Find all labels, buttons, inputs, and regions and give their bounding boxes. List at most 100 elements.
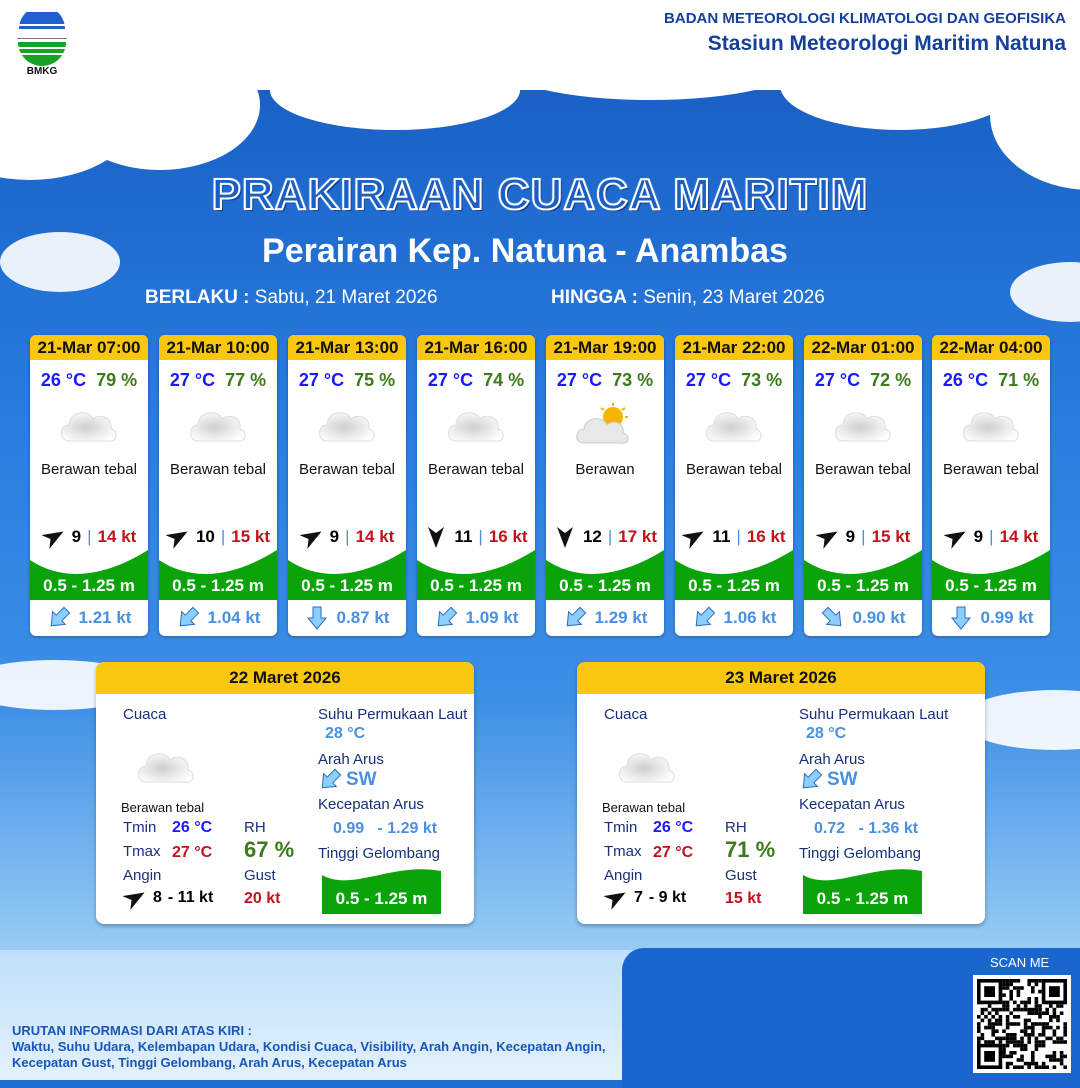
current-speed: 1.21 kt: [78, 608, 132, 627]
forecast-time: 21-Mar 13:00: [288, 335, 406, 360]
forecast-card: 21-Mar 16:00 27 °C 74 % Berawan tebal 11…: [417, 335, 535, 636]
temperature: 26 °C: [40, 370, 87, 390]
gust-speed: 14 kt: [999, 527, 1039, 546]
cloudy-icon: [138, 753, 194, 783]
weather-condition: Berawan tebal: [41, 461, 137, 478]
wave-height: 0.5 - 1.25 m: [804, 550, 922, 600]
current-direction-icon: [566, 606, 586, 627]
label-tinggi-gelombang: Tinggi Gelombang: [318, 845, 441, 862]
qr-code[interactable]: [973, 975, 1071, 1073]
wind-direction-icon: [428, 527, 445, 548]
temperature: 27 °C: [814, 370, 861, 390]
weather-condition: Berawan tebal: [815, 461, 911, 478]
wind-speed: 10: [195, 527, 215, 546]
label-gust: Gust: [725, 867, 757, 884]
daily-rh: 71 %: [725, 837, 776, 862]
forecast-time: 21-Mar 22:00: [675, 335, 793, 360]
wave-height: 0.5 - 1.25 m: [288, 550, 406, 600]
current-direction-icon: [821, 606, 841, 627]
tmin: 26 °C: [653, 819, 694, 836]
current-speed: 0.99 kt: [980, 608, 1034, 627]
label-tmin: Tmin: [604, 819, 638, 836]
humidity: 75 %: [354, 370, 396, 390]
label-sst: Suhu Permukaan Laut: [799, 706, 949, 723]
station-name: Stasiun Meteorologi Maritim Natuna: [707, 32, 1066, 55]
gust-speed: 14 kt: [355, 527, 395, 546]
current-direction: SW: [799, 768, 858, 792]
wind-speed: 9: [845, 527, 856, 546]
daily-wave-height: 0.5 - 1.25 m: [803, 867, 922, 914]
wind-speed: 9: [71, 527, 82, 546]
current-direction-icon: [695, 606, 715, 627]
forecast-time: 21-Mar 19:00: [546, 335, 664, 360]
humidity: 79 %: [96, 370, 138, 390]
daily-weather: Berawan tebal: [121, 800, 205, 815]
cloudy-icon: [190, 412, 246, 442]
label-angin: Angin: [604, 867, 643, 884]
forecast-time: 22-Mar 04:00: [932, 335, 1050, 360]
forecast-card: 21-Mar 07:00 26 °C 79 % Berawan tebal 9 |…: [30, 335, 148, 636]
daily-rh: 67 %: [244, 837, 295, 862]
gust-speed: 16 kt: [488, 527, 528, 546]
temperature: 27 °C: [298, 370, 345, 390]
valid-to: HINGGA : Senin, 23 Maret 2026: [551, 287, 825, 308]
cloudy-icon: [835, 412, 891, 442]
temperature: 27 °C: [427, 370, 474, 390]
wave-height: 0.5 - 1.25 m: [417, 550, 535, 600]
page-subtitle: Perairan Kep. Natuna - Anambas: [262, 232, 788, 270]
daily-weather: Berawan tebal: [602, 800, 686, 815]
weather-condition: Berawan tebal: [943, 461, 1039, 478]
weather-condition: Berawan tebal: [428, 461, 524, 478]
daily-summary-card: 23 Maret 2026 Cuaca Berawan tebal Tmin 2…: [577, 662, 985, 924]
weather-condition: Berawan tebal: [686, 461, 782, 478]
scan-label: SCAN ME: [990, 955, 1050, 970]
label-rh: RH: [725, 819, 747, 836]
current-direction-icon: [321, 768, 342, 789]
current-speed: 0.90 kt: [852, 608, 906, 627]
wind-direction-icon: [682, 531, 704, 549]
wind-direction-icon: [165, 531, 188, 549]
cloudy-icon: [963, 412, 1019, 442]
wind-speed: 9: [973, 527, 984, 546]
forecast-time: 21-Mar 10:00: [159, 335, 277, 360]
cloudy-icon: [319, 412, 375, 442]
weather-condition: Berawan: [575, 461, 635, 478]
wind-direction-icon: [604, 892, 626, 910]
sst: 28 °C: [325, 725, 366, 742]
forecast-card: 21-Mar 13:00 27 °C 75 % Berawan tebal 9 |…: [288, 335, 406, 636]
svg-text:BMKG: BMKG: [27, 66, 58, 76]
temperature: 27 °C: [685, 370, 732, 390]
gust-speed: 15 kt: [871, 527, 911, 546]
current-speed: 1.04 kt: [207, 608, 261, 627]
label-kecepatan-arus: Kecepatan Arus: [318, 796, 424, 813]
humidity: 73 %: [741, 370, 783, 390]
label-tmax: Tmax: [123, 843, 161, 860]
temperature: 27 °C: [556, 370, 603, 390]
label-tmax: Tmax: [604, 843, 642, 860]
bmkg-logo: BMKG: [17, 12, 67, 76]
current-speed-range: 0.99 - 1.29 kt: [333, 820, 438, 837]
forecast-time: 22-Mar 01:00: [804, 335, 922, 360]
current-speed: 0.87 kt: [336, 608, 390, 627]
label-cuaca: Cuaca: [123, 706, 167, 723]
temperature: 26 °C: [942, 370, 989, 390]
daily-gust: 15 kt: [725, 890, 762, 907]
label-rh: RH: [244, 819, 266, 836]
daily-wave-height: 0.5 - 1.25 m: [322, 867, 441, 914]
wave-height: 0.5 - 1.25 m: [675, 550, 793, 600]
wind-speed: 9: [329, 527, 340, 546]
wind-direction-icon: [299, 531, 322, 549]
daily-summary-card: 22 Maret 2026 Cuaca Berawan tebal Tmin 2…: [96, 662, 474, 924]
forecast-time: 21-Mar 07:00: [30, 335, 148, 360]
current-direction-icon: [50, 606, 70, 627]
tmin: 26 °C: [172, 819, 213, 836]
forecast-time: 21-Mar 16:00: [417, 335, 535, 360]
wave-height: 0.5 - 1.25 m: [546, 550, 664, 600]
wind-speed: 11: [712, 527, 731, 546]
wind-direction-icon: [123, 892, 145, 910]
label-cuaca: Cuaca: [604, 706, 648, 723]
valid-from: BERLAKU : Sabtu, 21 Maret 2026: [145, 287, 438, 308]
label-sst: Suhu Permukaan Laut: [318, 706, 468, 723]
footer-title: URUTAN INFORMASI DARI ATAS KIRI :: [12, 1023, 252, 1038]
forecast-card: 22-Mar 04:00 26 °C 71 % Berawan tebal 9 |…: [932, 335, 1050, 636]
